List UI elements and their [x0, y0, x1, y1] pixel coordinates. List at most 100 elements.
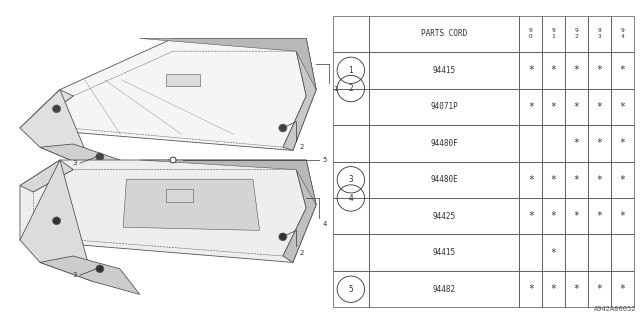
Text: *: * — [528, 65, 534, 75]
Bar — [588, 125, 611, 162]
Bar — [519, 235, 542, 271]
Polygon shape — [140, 38, 316, 90]
Text: 3: 3 — [349, 175, 353, 184]
Circle shape — [96, 265, 104, 273]
Circle shape — [279, 233, 287, 241]
Text: *: * — [550, 211, 557, 221]
Text: *: * — [596, 211, 602, 221]
Text: *: * — [573, 102, 579, 112]
Text: A942A00052: A942A00052 — [595, 306, 637, 312]
Text: *: * — [620, 102, 625, 112]
Bar — [565, 162, 588, 198]
Text: *: * — [573, 175, 579, 185]
Bar — [519, 89, 542, 125]
Bar — [519, 271, 542, 308]
Text: *: * — [573, 138, 579, 148]
Text: 9
1: 9 1 — [552, 28, 556, 39]
Text: *: * — [573, 284, 579, 294]
Text: *: * — [620, 138, 625, 148]
Bar — [519, 125, 542, 162]
Bar — [588, 16, 611, 52]
Bar — [588, 235, 611, 271]
Text: 94480F: 94480F — [430, 139, 458, 148]
Polygon shape — [40, 256, 140, 294]
Text: *: * — [596, 65, 602, 75]
Bar — [333, 89, 369, 125]
Text: 94071P: 94071P — [430, 102, 458, 111]
Text: 9
3: 9 3 — [597, 28, 601, 39]
Bar — [588, 89, 611, 125]
Bar — [542, 271, 565, 308]
Bar — [333, 271, 369, 308]
Bar — [519, 198, 542, 235]
Bar — [369, 162, 519, 198]
Text: 94415: 94415 — [433, 66, 456, 75]
Text: 5: 5 — [349, 285, 353, 294]
Circle shape — [279, 124, 287, 132]
Text: *: * — [550, 65, 557, 75]
Bar — [565, 52, 588, 89]
Polygon shape — [40, 144, 140, 186]
Text: 4: 4 — [349, 194, 353, 203]
Text: *: * — [620, 175, 625, 185]
Circle shape — [52, 105, 61, 113]
Text: 94425: 94425 — [433, 212, 456, 221]
Text: *: * — [550, 175, 557, 185]
Polygon shape — [20, 160, 316, 262]
Bar — [611, 16, 634, 52]
Bar — [588, 271, 611, 308]
Polygon shape — [140, 160, 316, 205]
Text: 4: 4 — [323, 221, 327, 227]
Bar — [542, 162, 565, 198]
Bar — [369, 125, 519, 162]
Text: *: * — [620, 284, 625, 294]
Bar — [369, 271, 519, 308]
Bar — [611, 162, 634, 198]
Circle shape — [170, 157, 176, 163]
Polygon shape — [20, 160, 73, 192]
Bar — [369, 52, 519, 89]
Circle shape — [96, 153, 104, 161]
Polygon shape — [283, 38, 316, 150]
Text: *: * — [620, 211, 625, 221]
Text: 3: 3 — [72, 160, 77, 166]
Bar — [542, 235, 565, 271]
Bar — [565, 16, 588, 52]
Bar — [611, 125, 634, 162]
Text: 1: 1 — [333, 86, 337, 92]
Bar — [611, 52, 634, 89]
Bar — [542, 89, 565, 125]
Bar — [611, 235, 634, 271]
Text: 9
4: 9 4 — [620, 28, 624, 39]
Bar — [565, 198, 588, 235]
Bar — [519, 52, 542, 89]
Text: *: * — [528, 102, 534, 112]
Bar — [611, 271, 634, 308]
Text: *: * — [620, 65, 625, 75]
Bar — [565, 235, 588, 271]
Bar — [565, 271, 588, 308]
Text: 1: 1 — [349, 66, 353, 75]
Bar — [333, 198, 369, 235]
Bar — [369, 198, 519, 235]
Polygon shape — [20, 90, 93, 170]
Text: *: * — [573, 65, 579, 75]
Bar — [333, 52, 369, 89]
Bar — [519, 16, 542, 52]
Bar — [333, 235, 369, 271]
Bar — [611, 89, 634, 125]
Polygon shape — [20, 160, 93, 282]
Bar — [588, 52, 611, 89]
Text: PARTS CORD: PARTS CORD — [421, 29, 467, 38]
Text: *: * — [596, 138, 602, 148]
Polygon shape — [20, 90, 73, 128]
Text: 94482: 94482 — [433, 285, 456, 294]
Text: 3: 3 — [72, 272, 77, 278]
Polygon shape — [166, 74, 200, 86]
Polygon shape — [283, 160, 316, 262]
Text: 94415: 94415 — [433, 248, 456, 257]
Text: *: * — [528, 175, 534, 185]
Bar — [369, 235, 519, 271]
Circle shape — [52, 217, 61, 225]
Bar — [588, 198, 611, 235]
